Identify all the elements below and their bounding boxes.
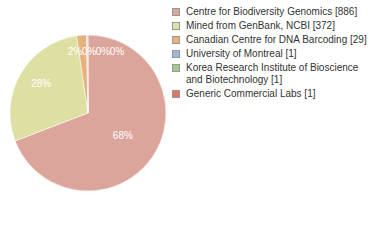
svg-text:2%: 2% (68, 46, 83, 57)
svg-text:0%: 0% (110, 46, 125, 57)
svg-text:28%: 28% (31, 78, 51, 89)
svg-text:0%: 0% (82, 46, 97, 57)
html-text:Mined from GenBank, NCBI [372]: Mined from GenBank, NCBI [372] (186, 20, 335, 31)
html-text:Centre for Biodiversity Genomi: Centre for Biodiversity Genomics [886] (186, 6, 358, 17)
html-text:Korea Research Institute of Bi: Korea Research Institute of Bioscience a… (186, 62, 359, 85)
svg-text:68%: 68% (113, 130, 133, 141)
html-text:Canadian Centre for DNA Barcod: Canadian Centre for DNA Barcoding [29] (186, 34, 367, 45)
html-text:University of Montreal [1]: University of Montreal [1] (186, 48, 297, 59)
svg-text:0%: 0% (96, 46, 111, 57)
html-text:Generic Commercial Labs [1]: Generic Commercial Labs [1] (186, 88, 316, 99)
